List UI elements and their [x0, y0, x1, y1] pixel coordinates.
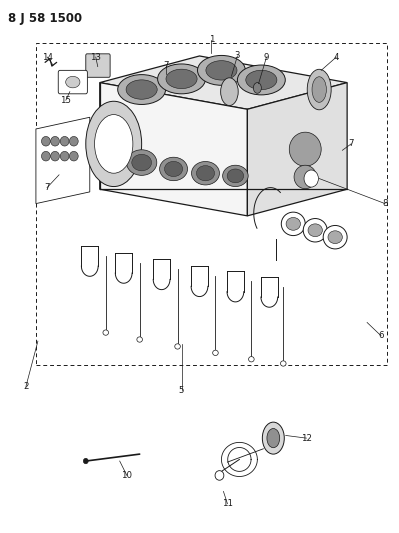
Ellipse shape [213, 350, 218, 356]
Ellipse shape [328, 231, 342, 244]
Ellipse shape [126, 150, 157, 175]
Ellipse shape [312, 77, 326, 102]
Ellipse shape [281, 212, 305, 236]
Ellipse shape [41, 136, 50, 146]
Polygon shape [100, 56, 347, 109]
Ellipse shape [60, 136, 69, 146]
Text: 7: 7 [348, 140, 354, 148]
Ellipse shape [66, 76, 80, 88]
Ellipse shape [253, 83, 261, 93]
Text: 15: 15 [60, 96, 71, 104]
Text: 12: 12 [301, 434, 312, 442]
Ellipse shape [83, 458, 88, 464]
Text: 2: 2 [23, 382, 29, 391]
Text: 4: 4 [334, 53, 339, 61]
Ellipse shape [246, 70, 277, 90]
Text: 3: 3 [235, 52, 240, 60]
Text: 14: 14 [41, 53, 53, 61]
Ellipse shape [267, 429, 280, 448]
Ellipse shape [60, 151, 69, 161]
Ellipse shape [95, 115, 133, 173]
Ellipse shape [307, 69, 331, 110]
Ellipse shape [51, 151, 59, 161]
Ellipse shape [237, 65, 285, 95]
Text: 13: 13 [90, 53, 101, 61]
Text: 8 J 58 1500: 8 J 58 1500 [8, 12, 82, 25]
Polygon shape [36, 117, 90, 204]
FancyBboxPatch shape [58, 70, 87, 94]
Ellipse shape [304, 170, 318, 187]
Ellipse shape [223, 165, 248, 187]
Text: 7: 7 [44, 183, 50, 192]
Ellipse shape [160, 157, 188, 181]
Text: 6: 6 [378, 332, 384, 340]
Text: 1: 1 [209, 36, 214, 44]
Ellipse shape [164, 161, 183, 176]
Ellipse shape [166, 69, 197, 88]
Ellipse shape [118, 75, 166, 104]
Ellipse shape [51, 136, 59, 146]
Ellipse shape [303, 219, 327, 242]
Ellipse shape [323, 225, 347, 249]
Bar [36, 43, 387, 365]
Ellipse shape [308, 224, 322, 237]
Text: 10: 10 [121, 471, 132, 480]
Ellipse shape [175, 344, 180, 349]
Ellipse shape [86, 101, 142, 187]
Ellipse shape [192, 161, 219, 185]
FancyBboxPatch shape [86, 54, 110, 77]
Ellipse shape [289, 132, 321, 166]
Ellipse shape [227, 169, 244, 183]
Text: 8: 8 [382, 199, 388, 208]
Ellipse shape [215, 471, 224, 480]
Ellipse shape [132, 154, 152, 171]
Ellipse shape [286, 217, 300, 230]
Ellipse shape [294, 165, 316, 189]
Ellipse shape [280, 361, 286, 366]
Ellipse shape [249, 357, 254, 362]
Ellipse shape [103, 330, 109, 335]
Text: 9: 9 [264, 53, 269, 61]
Ellipse shape [221, 78, 238, 106]
Ellipse shape [137, 337, 142, 342]
Ellipse shape [206, 61, 237, 80]
Ellipse shape [41, 151, 50, 161]
Polygon shape [247, 83, 347, 216]
Ellipse shape [126, 80, 157, 99]
Text: 7: 7 [163, 61, 168, 70]
Ellipse shape [158, 64, 205, 94]
Polygon shape [100, 83, 247, 216]
Text: 11: 11 [222, 499, 233, 508]
Ellipse shape [69, 151, 78, 161]
Ellipse shape [262, 422, 284, 454]
Ellipse shape [198, 55, 245, 85]
Text: 5: 5 [179, 386, 184, 394]
Ellipse shape [196, 166, 215, 181]
Ellipse shape [69, 136, 78, 146]
